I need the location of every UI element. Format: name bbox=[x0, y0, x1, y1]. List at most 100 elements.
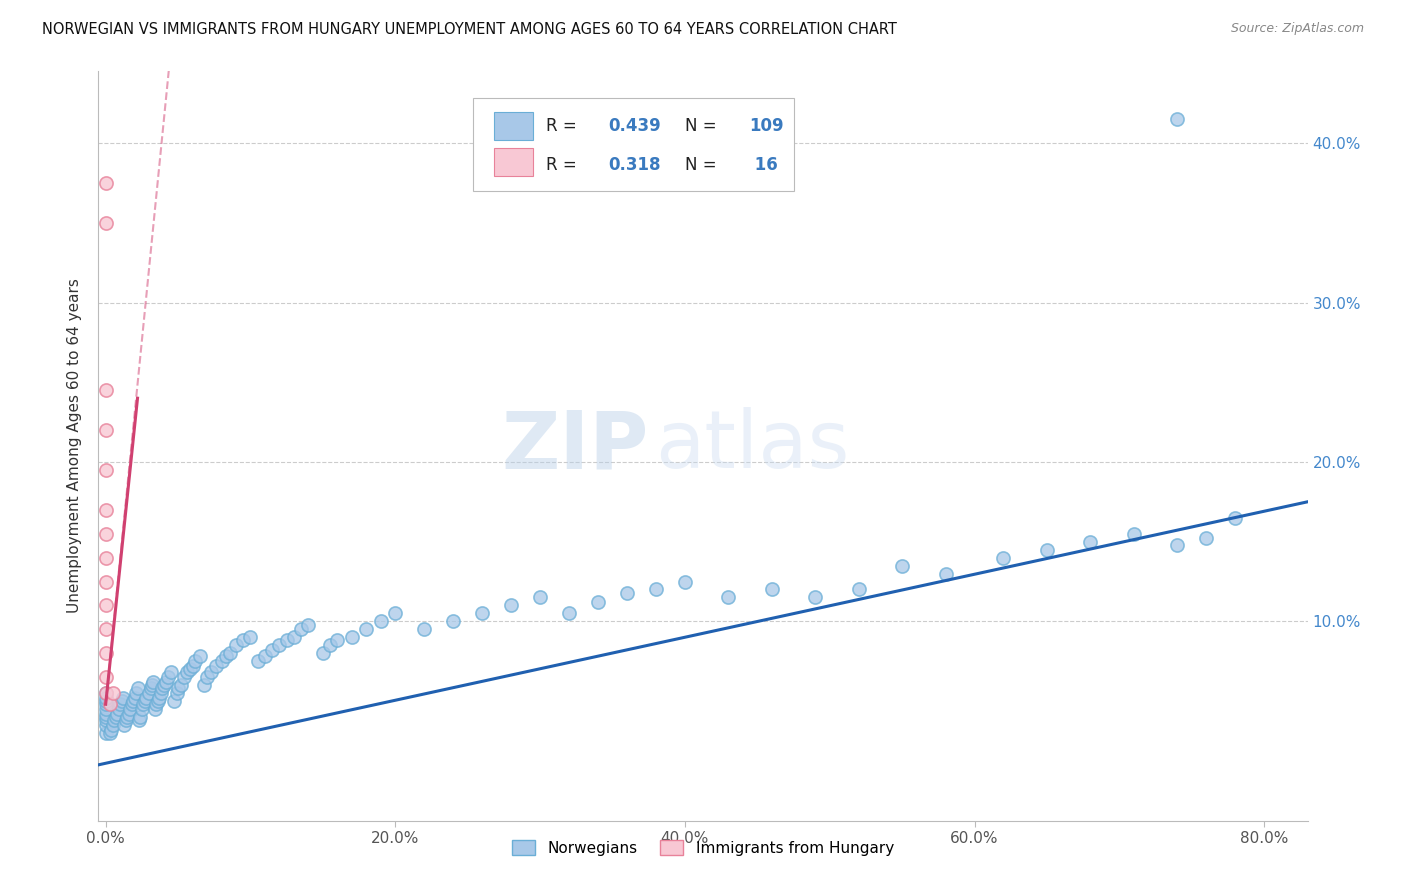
Point bbox=[804, 591, 827, 605]
Text: ZIP: ZIP bbox=[502, 407, 648, 485]
Point bbox=[94, 698, 117, 712]
Text: Source: ZipAtlas.com: Source: ZipAtlas.com bbox=[1230, 22, 1364, 36]
Point bbox=[211, 654, 233, 668]
Point bbox=[471, 607, 494, 621]
Point bbox=[176, 665, 198, 680]
Bar bbox=[494, 112, 533, 140]
Point bbox=[179, 662, 201, 676]
Point bbox=[94, 383, 117, 397]
Point bbox=[297, 617, 319, 632]
Point bbox=[138, 686, 160, 700]
Point bbox=[993, 550, 1015, 565]
Point bbox=[253, 649, 276, 664]
Point bbox=[645, 582, 668, 597]
Point bbox=[152, 678, 174, 692]
Point bbox=[94, 726, 117, 740]
Point bbox=[114, 718, 136, 732]
Point bbox=[188, 649, 211, 664]
Point bbox=[124, 690, 146, 705]
Point bbox=[142, 675, 165, 690]
Point bbox=[146, 694, 169, 708]
Point bbox=[1122, 526, 1144, 541]
Point bbox=[413, 623, 436, 637]
Point bbox=[1225, 510, 1247, 524]
Point bbox=[1036, 542, 1059, 557]
Point bbox=[135, 690, 157, 705]
Point bbox=[100, 723, 122, 737]
Point bbox=[150, 681, 173, 696]
Point bbox=[156, 670, 179, 684]
Point bbox=[125, 686, 148, 700]
Point bbox=[356, 623, 378, 637]
Text: NORWEGIAN VS IMMIGRANTS FROM HUNGARY UNEMPLOYMENT AMONG AGES 60 TO 64 YEARS CORR: NORWEGIAN VS IMMIGRANTS FROM HUNGARY UNE… bbox=[42, 22, 897, 37]
Point bbox=[170, 678, 193, 692]
Point bbox=[94, 502, 117, 516]
Point bbox=[122, 694, 145, 708]
Point bbox=[94, 574, 117, 589]
Point bbox=[441, 615, 464, 629]
Bar bbox=[494, 148, 533, 177]
Point bbox=[94, 702, 117, 716]
Point bbox=[148, 690, 170, 705]
Point bbox=[94, 599, 117, 613]
Point bbox=[94, 694, 117, 708]
FancyBboxPatch shape bbox=[474, 97, 793, 191]
Point bbox=[246, 654, 269, 668]
Point bbox=[121, 698, 143, 712]
Text: 0.318: 0.318 bbox=[609, 156, 661, 174]
Point bbox=[117, 710, 139, 724]
Point bbox=[127, 681, 149, 696]
Point bbox=[94, 176, 117, 190]
Point bbox=[935, 566, 957, 581]
Point bbox=[94, 526, 117, 541]
Point bbox=[103, 713, 125, 727]
Point bbox=[94, 670, 117, 684]
Point bbox=[105, 706, 128, 721]
Point bbox=[94, 718, 117, 732]
Point bbox=[215, 649, 238, 664]
Point bbox=[110, 694, 132, 708]
Point bbox=[370, 615, 392, 629]
Point bbox=[129, 710, 152, 724]
Point bbox=[94, 710, 117, 724]
Point bbox=[326, 633, 349, 648]
Point bbox=[94, 646, 117, 660]
Point bbox=[1080, 534, 1102, 549]
Point bbox=[94, 623, 117, 637]
Point bbox=[104, 710, 127, 724]
Point bbox=[319, 638, 342, 652]
Point bbox=[115, 713, 138, 727]
Point bbox=[529, 591, 551, 605]
Point bbox=[891, 558, 914, 573]
Point bbox=[195, 670, 218, 684]
Point bbox=[94, 706, 117, 721]
Point bbox=[193, 678, 215, 692]
Point bbox=[200, 665, 222, 680]
Point bbox=[155, 675, 177, 690]
Point bbox=[166, 686, 188, 700]
Text: 0.439: 0.439 bbox=[609, 117, 661, 135]
Text: atlas: atlas bbox=[655, 407, 849, 485]
Point bbox=[101, 686, 124, 700]
Point bbox=[173, 670, 195, 684]
Point bbox=[1166, 112, 1188, 127]
Point bbox=[184, 654, 207, 668]
Point bbox=[107, 702, 129, 716]
Point bbox=[276, 633, 298, 648]
Y-axis label: Unemployment Among Ages 60 to 64 years: Unemployment Among Ages 60 to 64 years bbox=[67, 278, 83, 614]
Point bbox=[94, 690, 117, 705]
Point bbox=[131, 702, 153, 716]
Point bbox=[312, 646, 335, 660]
Point bbox=[143, 702, 166, 716]
Point bbox=[232, 633, 254, 648]
Point bbox=[134, 694, 156, 708]
Point bbox=[112, 690, 135, 705]
Point bbox=[118, 706, 141, 721]
Point bbox=[101, 718, 124, 732]
Point bbox=[94, 686, 117, 700]
Text: N =: N = bbox=[685, 156, 721, 174]
Point bbox=[269, 638, 291, 652]
Point bbox=[586, 595, 609, 609]
Point bbox=[94, 463, 117, 477]
Text: 16: 16 bbox=[749, 156, 778, 174]
